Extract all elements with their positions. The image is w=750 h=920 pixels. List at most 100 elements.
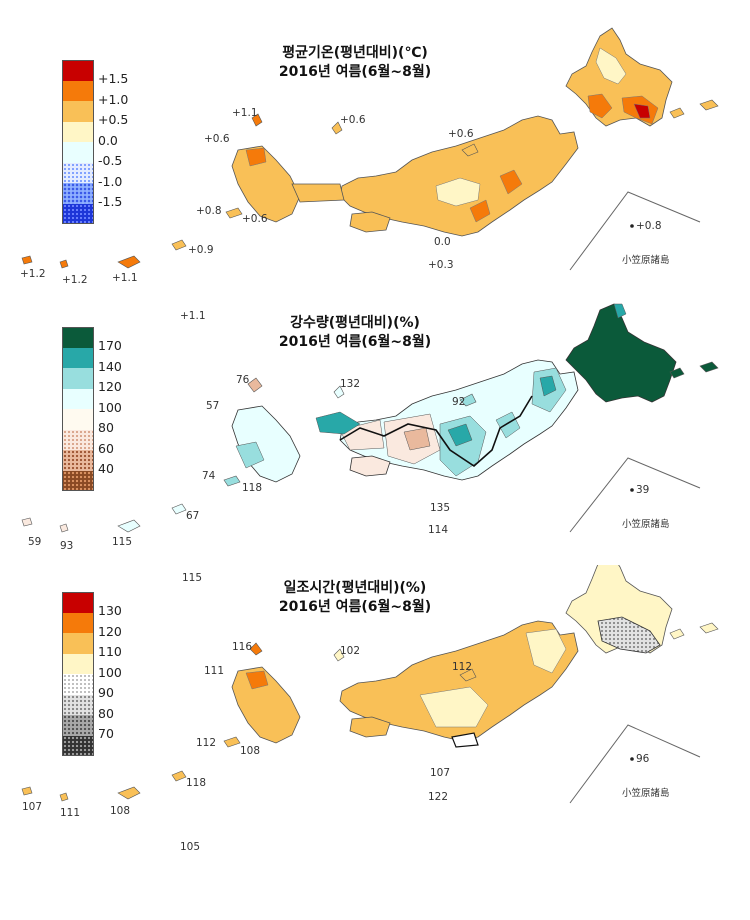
legend-swatch xyxy=(62,142,94,163)
legend-label: 0.0 xyxy=(98,132,118,148)
legend-label: -0.5 xyxy=(98,153,123,168)
station-marker xyxy=(630,224,634,228)
kyushu-north-zone xyxy=(245,670,269,690)
station-value: +0.8 xyxy=(636,220,662,232)
station-value: +0.6 xyxy=(204,133,230,145)
temperature-title-line2: 2016년 여름(6월~8월) xyxy=(278,64,432,80)
kyushu-south-zone xyxy=(235,441,265,469)
tokai-dim-zone xyxy=(451,732,479,748)
station-value: +0.6 xyxy=(340,114,366,126)
station-value: 118 xyxy=(186,777,207,789)
legend-swatch xyxy=(62,121,94,142)
station-value: 108 xyxy=(240,745,261,757)
legend-label: 90 xyxy=(98,685,114,700)
legend-label: -1.0 xyxy=(98,173,123,189)
legend-swatch xyxy=(62,653,94,674)
station-value: 112 xyxy=(452,661,473,673)
station-value: 107 xyxy=(430,767,451,779)
station-value: +0.8 xyxy=(196,205,222,217)
legend-label: 120 xyxy=(98,623,122,639)
kuril-island xyxy=(699,361,719,373)
miyako-island xyxy=(59,259,69,269)
legend-label: 170 xyxy=(98,338,122,353)
kyushu-region xyxy=(231,405,301,483)
precipitation-map xyxy=(21,303,719,533)
oki-island xyxy=(333,385,345,399)
hokkaido-west-zone xyxy=(587,93,613,119)
honshu-kanto-zone xyxy=(499,169,523,195)
legend-swatch xyxy=(62,203,94,224)
yaeyama-island xyxy=(21,517,33,527)
tanegashima-island xyxy=(223,475,241,487)
legend-label: 100 xyxy=(98,399,122,415)
kuril-island xyxy=(699,622,719,634)
station-value: 122 xyxy=(428,791,449,803)
station-value: +1.2 xyxy=(20,268,46,280)
ogasawara-label: 小笠原諸島 xyxy=(622,788,670,799)
ogasawara-label: 小笠原諸島 xyxy=(622,519,670,530)
kuril-island xyxy=(669,367,685,379)
legend-swatch xyxy=(62,388,94,409)
ogasawara-inset-frame xyxy=(569,457,701,533)
okinawa-island xyxy=(117,519,141,533)
oki-island xyxy=(331,121,343,135)
chubu-wet-zone xyxy=(447,423,473,447)
legend-swatch xyxy=(62,694,94,715)
station-value: 67 xyxy=(186,510,200,522)
temperature-title: 평균기온(평년대비)(℃) 2016년 여름(6월~8월) xyxy=(230,44,480,82)
chugoku-region xyxy=(291,183,345,203)
station-value: 116 xyxy=(232,641,253,653)
okinawa-island xyxy=(117,255,141,269)
kuril-island xyxy=(669,107,685,119)
legend-label: 140 xyxy=(98,358,122,374)
legend-swatch xyxy=(62,101,94,122)
station-value: 93 xyxy=(60,540,74,552)
legend-swatch xyxy=(62,735,94,756)
shikoku-region xyxy=(349,716,391,738)
tohoku-zone xyxy=(525,628,567,674)
station-value: +1.1 xyxy=(232,107,258,119)
anomaly-contour xyxy=(339,395,533,468)
station-value: 57 xyxy=(206,400,220,412)
station-value: +0.6 xyxy=(448,128,474,140)
legend-swatch xyxy=(62,347,94,368)
kyushu-region xyxy=(231,666,301,744)
sado-island xyxy=(459,393,477,407)
honshu-tokai-zone xyxy=(469,199,491,223)
station-value: 118 xyxy=(242,482,263,494)
sunshine-panel: 일조시간(평년대비)(%) 2016년 여름(6월~8월) 130 120 11… xyxy=(0,565,750,860)
legend-label: 120 xyxy=(98,379,122,394)
sunshine-title-line1: 일조시간(평년대비)(%) xyxy=(283,580,427,596)
legend-label: +0.5 xyxy=(98,112,129,127)
kinki-dry-zone xyxy=(403,427,431,451)
legend-swatch xyxy=(62,183,94,204)
ogasawara-inset-frame xyxy=(569,724,701,804)
yaeyama-island xyxy=(21,786,33,796)
legend-label: 70 xyxy=(98,726,114,741)
tanegashima-island xyxy=(223,736,241,748)
temperature-panel: 평균기온(평년대비)(℃) 2016년 여름(6월~8월) +1.5 +1.0 … xyxy=(0,0,750,322)
legend-swatch xyxy=(62,612,94,633)
legend-label: 80 xyxy=(98,705,114,721)
honshu-central-zone xyxy=(435,177,481,207)
hokkaido-north-zone xyxy=(613,303,627,319)
station-value: 115 xyxy=(112,536,133,548)
shikoku-region xyxy=(349,455,391,477)
station-value: 111 xyxy=(204,665,225,677)
legend-label: 60 xyxy=(98,440,114,456)
hokkaido-dim-zone xyxy=(597,616,661,654)
station-value: 74 xyxy=(202,470,216,482)
station-value: 132 xyxy=(340,378,361,390)
shikoku-region xyxy=(349,211,391,233)
tsushima-island xyxy=(249,642,263,656)
sunshine-title-line2: 2016년 여름(6월~8월) xyxy=(278,599,432,615)
okinawa-island xyxy=(117,786,141,800)
station-value: 135 xyxy=(430,502,451,514)
legend-swatch xyxy=(62,592,94,613)
temperature-map xyxy=(21,27,719,271)
station-value: 96 xyxy=(636,753,650,765)
station-value: 59 xyxy=(28,536,42,548)
station-value: 39 xyxy=(636,484,650,496)
miyako-island xyxy=(59,523,69,533)
hokkaido-north-zone xyxy=(595,47,627,85)
